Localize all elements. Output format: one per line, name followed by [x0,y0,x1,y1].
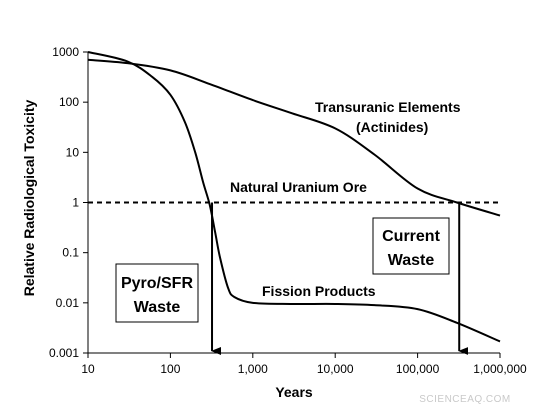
callout-pyro-line2: Waste [134,299,181,316]
x-axis-title: Years [275,384,313,400]
y-ticks: 0.001 0.01 0.1 1 10 100 1000 [49,45,88,360]
series-label-actinides-line2: (Actinides) [356,119,428,135]
y-tick-label: 100 [59,95,79,109]
callout-pyro-sfr-waste: Pyro/SFR Waste [115,263,199,323]
callout-pyro-box [115,263,199,323]
y-tick-label: 10 [66,145,80,159]
x-tick-label: 10,000 [317,362,354,376]
y-tick-label: 1 [72,196,79,210]
y-tick-label: 1000 [52,45,79,59]
y-axis-title: Relative Radiological Toxicity [21,100,37,297]
natural-uranium-ore-label: Natural Uranium Ore [230,179,367,195]
series-line-0 [87,58,501,217]
x-tick-label: 100 [160,362,180,376]
x-tick-label: 1,000,000 [473,362,527,376]
y-tick-label: 0.01 [56,296,80,310]
x-tick-label: 10 [81,362,95,376]
series-label-fission-products: Fission Products [262,283,376,299]
series-group [87,51,501,343]
callout-current-box [372,217,450,275]
callout-current-line1: Current [382,228,440,245]
y-tick-label: 0.001 [49,346,79,360]
callout-current-waste: Current Waste [372,217,450,275]
series-line-1 [87,51,501,343]
x-ticks: 10 100 1,000 10,000 100,000 1,000,000 [81,353,527,376]
callout-pyro-line1: Pyro/SFR [121,275,193,292]
y-tick-label: 0.1 [62,246,79,260]
series-label-actinides-line1: Transuranic Elements [315,99,461,115]
x-tick-label: 1,000 [238,362,268,376]
callout-current-line2: Waste [388,252,435,269]
watermark: SCIENCEAQ.COM [419,394,511,405]
x-tick-label: 100,000 [396,362,440,376]
